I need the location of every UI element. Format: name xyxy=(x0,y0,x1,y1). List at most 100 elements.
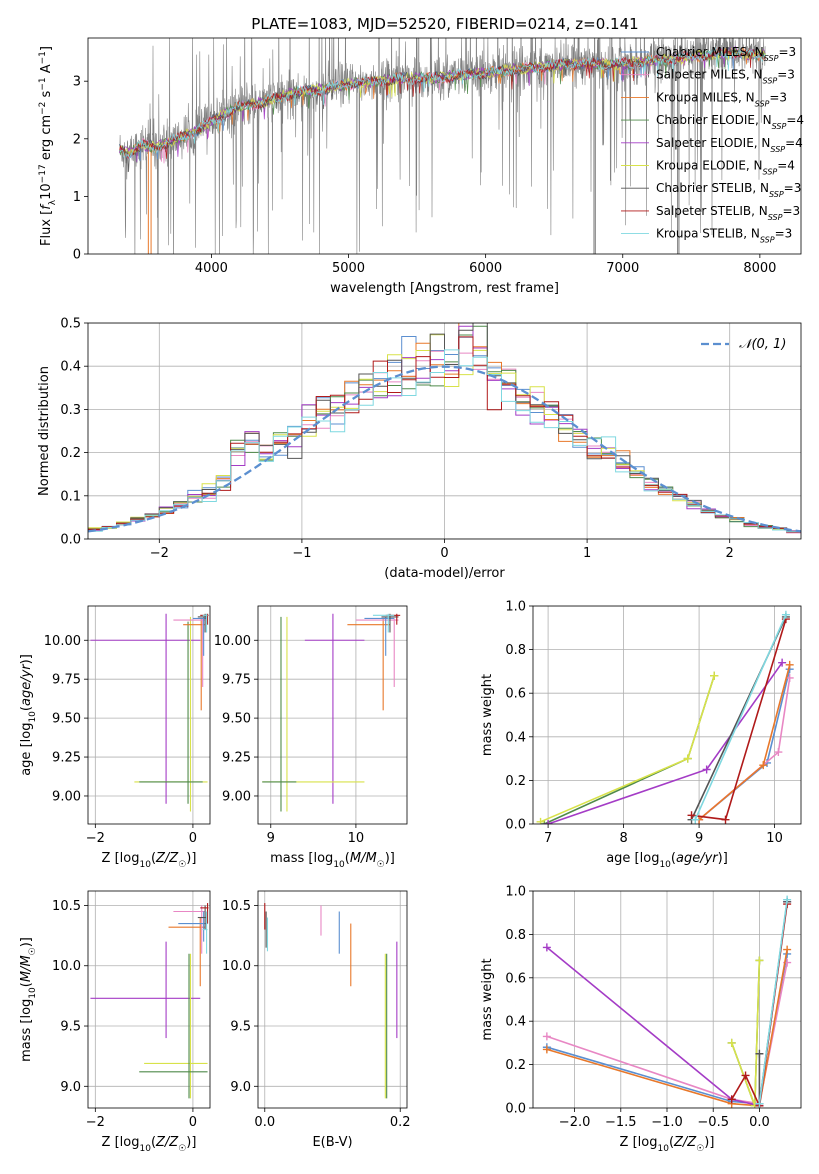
legend-label-salpeter-stelib: Salpeter STELIB, NSSP=3 xyxy=(656,204,800,222)
weight-line-kroupa-miles xyxy=(698,664,791,821)
mass-vs-metallicity-panel: −2 0 9.0 9.5 10.0 10.5 Z [log10(Z/Z☉)] mass [lo… xyxy=(19,890,211,1154)
weight_vs_age-plot-area xyxy=(533,606,801,824)
legend-label-chabrier-miles: Chabrier MILES, NSSP=3 xyxy=(656,45,796,63)
axes-frame xyxy=(87,890,211,1109)
weight-line-salpeter-elodie xyxy=(547,662,783,824)
x-tick-label: 5000 xyxy=(332,261,365,276)
figure-title: PLATE=1083, MJD=52520, FIBERID=0214, z=0… xyxy=(251,15,638,33)
x-axis-label: age [log10(age/yr)] xyxy=(606,851,728,870)
y-tick-label: 0.4 xyxy=(60,360,81,375)
axes-frame xyxy=(257,890,408,1109)
x-tick-label: 10 xyxy=(348,831,365,846)
x-tick-label: 6000 xyxy=(469,261,502,276)
x-tick-label: 7000 xyxy=(606,261,639,276)
y-tick-label: 9.5 xyxy=(60,1020,81,1035)
weight-marker-chabrier-stelib xyxy=(755,1049,764,1058)
legend-label-salpeter-elodie: Salpeter ELODIE, NSSP=4 xyxy=(656,136,803,154)
weight-marker-kroupa-elodie xyxy=(755,956,764,965)
x-tick-label: −2 xyxy=(86,831,105,846)
legend-label-salpeter-miles: Salpeter MILES, NSSP=3 xyxy=(656,68,795,86)
y-tick-label: 0 xyxy=(73,248,81,263)
y-axis-label: mass weight xyxy=(480,674,495,756)
weight-marker-kroupa-elodie xyxy=(683,754,692,763)
weight-marker-kroupa-stelib xyxy=(783,895,792,904)
x-tick-label: −1.0 xyxy=(651,1115,683,1130)
y-tick-label: 0.4 xyxy=(505,730,526,745)
weight-line-kroupa-stelib xyxy=(694,614,787,820)
y-axis-label: mass weight xyxy=(480,958,495,1040)
y-tick-label: 0.1 xyxy=(60,489,81,504)
x-axis-label: E(B-V) xyxy=(312,1135,352,1150)
mass_vs_EBV-plot-area xyxy=(258,891,407,1108)
y-tick-label: 9.0 xyxy=(230,1080,251,1095)
spectrum-panel: 4000 5000 6000 7000 8000 0 1 2 3 wavelength [Angs… xyxy=(38,37,804,296)
y-tick-label: 0.0 xyxy=(505,1102,526,1117)
legend-label-kroupa-miles: Kroupa MILES, NSSP=3 xyxy=(656,90,787,108)
weight-line-salpeter-miles xyxy=(546,962,788,1105)
y-tick-label: 9.00 xyxy=(222,789,251,804)
y-tick-label: 2 xyxy=(73,132,81,147)
weight-line-salpeter-miles xyxy=(698,677,791,821)
y-tick-label: 9.50 xyxy=(52,712,81,727)
y-tick-label: 10.00 xyxy=(44,634,81,649)
x-axis-label: (data-model)/error xyxy=(384,566,505,581)
y-tick-label: 9.25 xyxy=(222,751,251,766)
y-axis-label: mass [log10(M/M☉)] xyxy=(19,937,38,1062)
y-tick-label: 0.8 xyxy=(505,928,526,943)
weight-marker-kroupa-stelib xyxy=(781,610,790,619)
x-tick-label: 1 xyxy=(583,546,591,561)
weight-marker-salpeter-miles xyxy=(774,748,783,757)
x-tick-label: 0.0 xyxy=(749,1115,770,1130)
legend-label-chabrier-elodie: Chabrier ELODIE, NSSP=4 xyxy=(656,113,804,131)
mass_vs_Z-plot-area xyxy=(88,891,210,1108)
y-tick-label: 0.2 xyxy=(60,446,81,461)
x-tick-label: 9 xyxy=(695,831,703,846)
residuals-plot-area xyxy=(88,323,801,539)
y-tick-label: 9.25 xyxy=(52,751,81,766)
axes-frame xyxy=(532,605,802,825)
weight-marker-kroupa-elodie xyxy=(710,671,719,680)
legend-label-normal: 𝒩(0, 1) xyxy=(739,337,786,352)
y-tick-label: 0.4 xyxy=(505,1015,526,1030)
y-tick-label: 0.2 xyxy=(505,1058,526,1073)
age_vs_Z-plot-area xyxy=(88,606,210,824)
x-axis-label: Z [log10(Z/Z☉)] xyxy=(620,1135,715,1154)
x-tick-label: −2 xyxy=(150,546,169,561)
x-tick-label: 0.0 xyxy=(254,1115,275,1130)
y-tick-label: 0.5 xyxy=(60,317,81,332)
weight-marker-kroupa-miles xyxy=(783,945,792,954)
weight-marker-kroupa-miles xyxy=(785,660,794,669)
weight-marker-kroupa-elodie xyxy=(727,1038,736,1047)
age-vs-mass-panel: 9 10 9.00 9.25 9.50 9.75 10.00 mass [log10(M/M☉… xyxy=(214,605,408,870)
y-tick-label: 0.6 xyxy=(505,971,526,986)
spectrum-legend: Chabrier MILES, NSSP=3 Salpeter MILES, NS… xyxy=(621,45,804,244)
weight-marker-kroupa-elodie xyxy=(536,817,545,824)
spectrum-plot-area xyxy=(119,38,766,254)
x-tick-label: 4000 xyxy=(195,261,228,276)
y-tick-label: 10.0 xyxy=(52,959,81,974)
model-line-kroupa-stelib xyxy=(119,47,766,159)
axes-frame xyxy=(87,37,802,255)
axes-frame xyxy=(532,890,802,1109)
weight-marker-salpeter-stelib xyxy=(741,1071,750,1080)
histogram-chabrier-stelib xyxy=(88,323,801,532)
y-tick-label: 0.6 xyxy=(505,687,526,702)
axes-frame xyxy=(87,605,211,825)
x-tick-label: 0 xyxy=(189,1115,197,1130)
x-axis-label: Z [log10(Z/Z☉)] xyxy=(102,851,197,870)
weight-marker-kroupa-miles xyxy=(759,761,768,770)
age_vs_mass-plot-area xyxy=(258,606,407,824)
weight-line-kroupa-elodie xyxy=(730,960,761,1107)
weight-line-kroupa-stelib xyxy=(758,899,788,1104)
weight-marker-kroupa-stelib xyxy=(755,1099,764,1108)
age-vs-metallicity-panel: −2 0 9.00 9.25 9.50 9.75 10.00 Z [log10(Z/Z☉)] a… xyxy=(19,605,211,870)
y-tick-label: 9.75 xyxy=(52,673,81,688)
axes-frame xyxy=(87,322,802,540)
weight-marker-salpeter-stelib xyxy=(721,815,730,824)
weight-marker-kroupa-stelib xyxy=(691,815,700,824)
weight-marker-salpeter-elodie xyxy=(542,943,551,952)
x-tick-label: −1 xyxy=(292,546,311,561)
y-axis-label: age [log10(age/yr)] xyxy=(19,654,38,776)
y-tick-label: 10.5 xyxy=(52,899,81,914)
x-tick-label: 9 xyxy=(267,831,275,846)
